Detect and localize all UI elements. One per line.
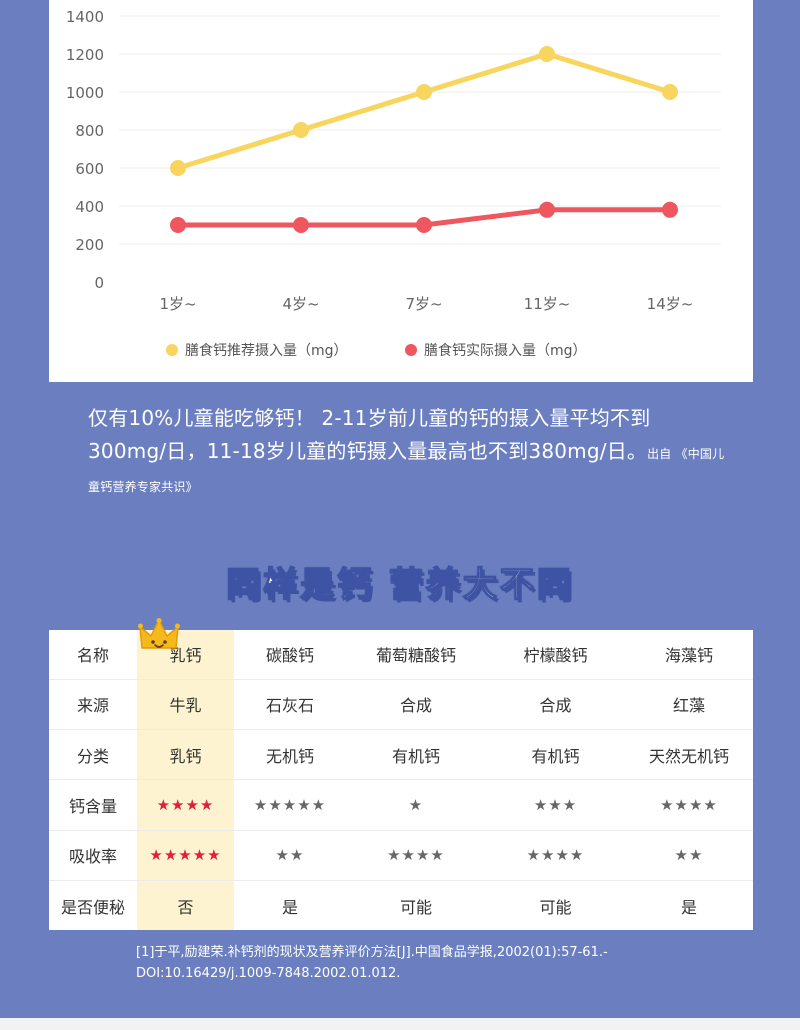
series-point-1 bbox=[293, 122, 309, 138]
y-tick-label: 200 bbox=[75, 236, 104, 254]
table-cell: 柠檬酸钙 bbox=[486, 630, 625, 680]
table-cell: 葡萄糖酸钙 bbox=[346, 630, 486, 680]
series-point-2 bbox=[293, 217, 309, 233]
legend-marker-2 bbox=[405, 344, 417, 356]
y-tick-label: 1200 bbox=[66, 46, 104, 64]
y-tick-label: 1400 bbox=[66, 8, 104, 26]
table-cell: ★★★★★ bbox=[137, 830, 234, 882]
row-label: 吸收率 bbox=[49, 830, 137, 882]
x-tick-label: 7岁~ bbox=[405, 295, 442, 313]
table-cell: 可能 bbox=[539, 897, 572, 917]
table-row-source: 来源 牛乳 石灰石 合成 合成 红藻 bbox=[49, 679, 753, 731]
table-cell: 红藻 bbox=[625, 679, 753, 731]
crown-icon bbox=[138, 618, 180, 649]
row-label: 来源 bbox=[49, 679, 137, 731]
table-cell: 是 bbox=[281, 897, 298, 917]
table-row-constipation: 是否便秘 否 是 可能 可能 是 bbox=[49, 881, 753, 930]
row-label: 名称 bbox=[49, 630, 137, 680]
series-point-2 bbox=[416, 217, 432, 233]
calcium-comparison-table: 名称 乳钙 碳酸钙 葡萄糖酸钙 柠檬酸钙 海藻钙 来源 牛乳 石灰石 合成 合成 红藻 分类 乳钙 无机钙有… bbox=[49, 630, 753, 930]
row-label: 是否便秘 bbox=[60, 897, 125, 917]
series-point-1 bbox=[416, 84, 432, 100]
table-cell: 可能 bbox=[399, 897, 432, 917]
bottom-divider bbox=[0, 1018, 800, 1030]
series-point-2 bbox=[539, 201, 555, 218]
legend-marker-1 bbox=[166, 344, 178, 356]
table-cell: ★★★★ bbox=[625, 779, 753, 831]
table-cell: ★★ bbox=[625, 830, 753, 882]
x-tick-label: 14岁~ bbox=[647, 295, 694, 313]
y-tick-label: 400 bbox=[75, 198, 104, 216]
table-cell: 无机钙 bbox=[234, 729, 346, 781]
table-cell: 合成 bbox=[486, 679, 625, 731]
x-tick-label: 1岁~ bbox=[159, 295, 196, 313]
row-label: 钙含量 bbox=[49, 779, 137, 831]
series-line-1 bbox=[175, 51, 673, 171]
y-tick-label: 600 bbox=[75, 160, 104, 178]
y-tick-label: 1000 bbox=[66, 84, 104, 102]
series-point-2 bbox=[662, 201, 678, 218]
table-cell: 海藻钙 bbox=[625, 630, 753, 680]
table-cell: 合成 bbox=[346, 679, 486, 731]
table-row-name: 名称 乳钙 碳酸钙 葡萄糖酸钙 柠檬酸钙 海藻钙 bbox=[49, 630, 753, 680]
chart-card: 0 200 400 600 800 1000 1200 1400 1岁~ 4岁~ 7岁~ 11岁~ 14… bbox=[49, 0, 753, 382]
table-row-calcium-content: 钙含量 ★★★★ ★★★★★ ★ ★★★ ★★★★ bbox=[49, 779, 753, 831]
table-cell: 石灰石 bbox=[234, 679, 346, 731]
y-tick-label: 0 bbox=[94, 274, 104, 292]
section-heading: 同样是钙 营养大不同 bbox=[225, 564, 574, 606]
series-point-1 bbox=[539, 46, 555, 62]
calcium-intake-note: 仅有10%儿童能吃够钙！ 2-11岁前儿童的钙的摄入量平均不到300mg/日，1… bbox=[88, 402, 728, 501]
x-tick-label: 11岁~ bbox=[524, 295, 571, 313]
table-cell: ★★★★ bbox=[346, 830, 486, 882]
table-cell: ★★★★★ bbox=[234, 779, 346, 831]
table-cell: 牛乳 bbox=[137, 679, 234, 731]
table-cell: 否 bbox=[177, 897, 194, 917]
table-cell: 有机钙 bbox=[486, 729, 625, 781]
table-cell: 是 bbox=[680, 897, 697, 917]
note-source-text: 出自 《中国儿童钙营养专家共识》 bbox=[88, 447, 725, 494]
reference-citation: [1]于平,励建荣.补钙剂的现状及营养评价方法[J].中国食品学报,2002(0… bbox=[136, 945, 608, 981]
table-cell: 有机钙 bbox=[346, 729, 486, 781]
table-cell: ★ bbox=[346, 779, 486, 831]
line-chart: 0 200 400 600 800 1000 1200 1400 1岁~ 4岁~ 7岁~ 11岁~ 14… bbox=[66, 8, 721, 359]
table-cell: 乳钙 bbox=[137, 630, 234, 680]
series-point-2 bbox=[170, 217, 186, 233]
table-cell: ★★★★ bbox=[486, 830, 625, 882]
table-cell: 天然无机钙 bbox=[625, 729, 753, 781]
table-cell: ★★★ bbox=[486, 779, 625, 831]
table-cell: 碳酸钙 bbox=[234, 630, 346, 680]
note-main-text: 仅有10%儿童能吃够钙！ 2-11岁前儿童的钙的摄入量平均不到300mg/日，1… bbox=[88, 406, 651, 463]
legend-label-2: 膳食钙实际摄入量（mg） bbox=[424, 342, 587, 359]
table-row-absorption: 吸收率 ★★★★★ ★★ ★★★★ ★★★★ ★★ bbox=[49, 830, 753, 882]
row-label: 分类 bbox=[49, 729, 137, 781]
table-cell: ★★★★ bbox=[137, 779, 234, 831]
comparison-table-card: 名称 乳钙 碳酸钙 葡萄糖酸钙 柠檬酸钙 海藻钙 来源 牛乳 石灰石 合成 合成 红藻 分类 乳钙 无机钙有… bbox=[49, 630, 753, 930]
x-tick-label: 4岁~ bbox=[282, 295, 319, 313]
table-cell: ★★ bbox=[234, 830, 346, 882]
series-point-1 bbox=[662, 84, 678, 100]
series-point-1 bbox=[170, 160, 186, 176]
table-cell: 乳钙 bbox=[137, 729, 234, 781]
legend-label-1: 膳食钙推荐摄入量（mg） bbox=[185, 342, 348, 359]
table-row-category: 分类 乳钙 无机钙 有机钙 有机钙 天然无机钙 bbox=[49, 729, 753, 781]
y-tick-label: 800 bbox=[75, 122, 104, 140]
